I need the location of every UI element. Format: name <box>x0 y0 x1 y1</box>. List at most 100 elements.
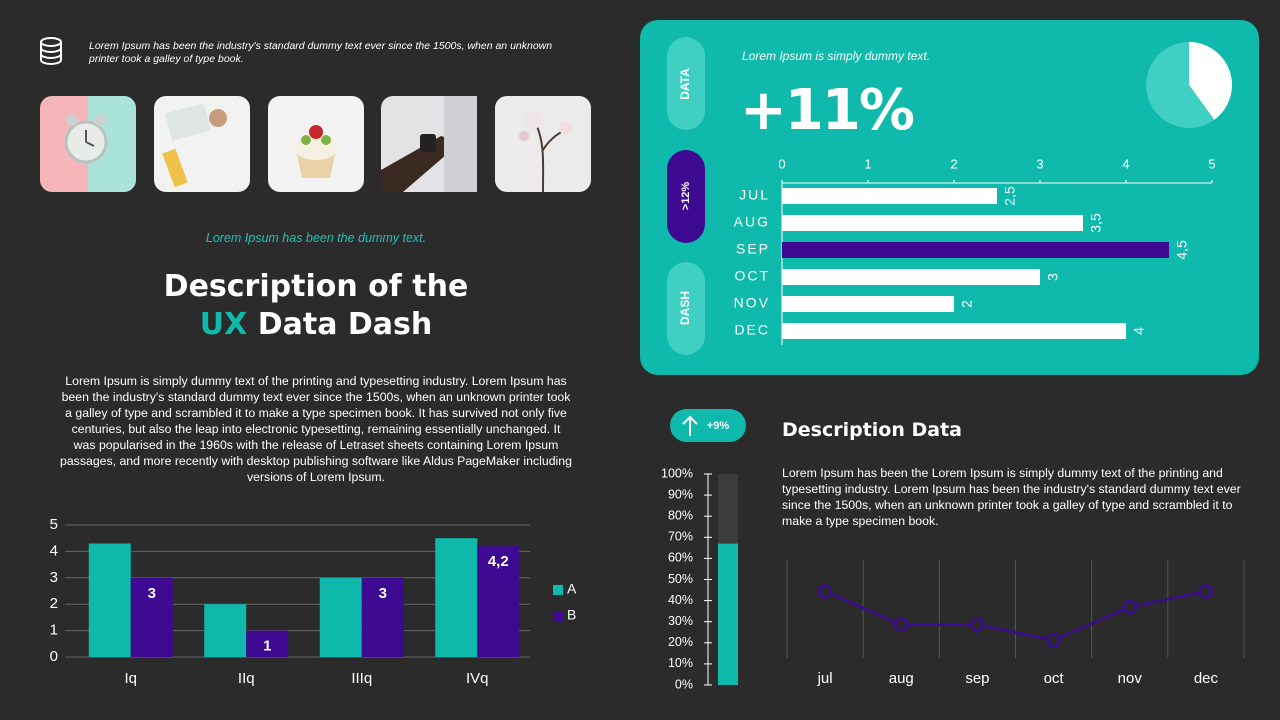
description-body: Lorem Ipsum has been the Lorem Ipsum is … <box>782 466 1241 528</box>
y-tick-label: 100% <box>661 466 693 480</box>
x-tick-label: jul <box>817 670 833 687</box>
line-series <box>824 590 1207 642</box>
legend-label: A <box>567 581 577 597</box>
database-icon <box>40 37 62 66</box>
bar <box>319 577 362 657</box>
y-tick-label: 4 <box>50 542 58 559</box>
tagline: Lorem Ipsum has been the dummy text. <box>205 231 427 245</box>
x-tick-label: sep <box>965 670 989 687</box>
y-tick-label: 10% <box>668 656 693 670</box>
data-label: 4,5 <box>1174 240 1190 260</box>
x-tick-label: oct <box>1044 670 1065 687</box>
data-label: 4,2 <box>488 553 509 570</box>
y-tick-label: 50% <box>668 572 693 586</box>
y-tick-label: 5 <box>50 516 58 533</box>
tab-dash[interactable] <box>667 262 705 355</box>
y-tick-label: 60% <box>668 551 693 565</box>
kpi-value: +11% <box>740 78 915 143</box>
legend-swatch <box>553 611 563 621</box>
line-marker <box>1046 633 1061 648</box>
y-tick-label: 1 <box>50 622 58 639</box>
line-marker <box>1198 584 1214 599</box>
y-tick-label: JUL <box>739 187 770 203</box>
line-marker <box>894 617 909 632</box>
title: Description of the UX Data Dash <box>40 268 592 344</box>
bar <box>130 577 173 657</box>
x-tick-label: dec <box>1194 670 1219 687</box>
tab-label: >12% <box>680 182 692 211</box>
data-label: 3 <box>1045 273 1061 281</box>
data-label: 1 <box>263 638 271 655</box>
title-line: UX Data Dash <box>40 306 592 344</box>
badge-text: +9% <box>707 420 730 432</box>
image-tiles <box>40 96 591 193</box>
y-tick-label: 0 <box>50 648 58 665</box>
legend-label: B <box>567 607 576 623</box>
bar <box>435 538 478 657</box>
bar <box>361 577 404 657</box>
y-tick-label: 40% <box>668 593 693 607</box>
y-tick-label: 30% <box>668 614 693 628</box>
bar <box>782 323 1126 339</box>
pie-slice <box>1146 42 1215 128</box>
y-tick-label: OCT <box>734 268 770 284</box>
bar <box>477 546 520 657</box>
y-tick-label: 3 <box>50 569 58 586</box>
x-tick-label: IIq <box>238 670 255 687</box>
bar <box>782 269 1040 285</box>
tab-data[interactable] <box>667 37 705 130</box>
y-tick-label: DEC <box>734 322 770 338</box>
title-highlight: UX <box>199 307 248 342</box>
x-tick-label: 5 <box>1208 156 1215 171</box>
x-tick-label: nov <box>1118 670 1143 687</box>
y-tick-label: AUG <box>734 214 770 230</box>
header-text: Lorem Ipsum has been the industry's stan… <box>89 40 553 65</box>
y-tick-label: 0% <box>675 677 693 691</box>
x-tick-label: IVq <box>466 670 489 687</box>
data-label: 2 <box>959 300 975 308</box>
bar <box>88 543 131 657</box>
arrow-up-icon <box>682 415 698 436</box>
x-tick-label: aug <box>889 670 914 687</box>
kpi-caption: Lorem Ipsum is simply dummy text. <box>742 49 931 63</box>
x-tick-label: 1 <box>864 156 871 171</box>
pie-slice <box>1189 42 1233 120</box>
data-label: 3,5 <box>1088 213 1104 233</box>
x-tick-label: Iq <box>124 670 137 687</box>
progress-fill <box>718 543 738 685</box>
x-tick-label: 2 <box>950 156 957 171</box>
bar <box>782 242 1169 258</box>
x-tick-label: 4 <box>1122 156 1129 171</box>
y-tick-label: 90% <box>668 487 693 501</box>
x-tick-label: 0 <box>778 156 785 171</box>
line-marker <box>1122 599 1137 615</box>
tab-percent[interactable] <box>667 150 705 243</box>
data-label: 2,5 <box>1002 186 1018 206</box>
x-tick-label: 3 <box>1036 156 1043 171</box>
y-tick-label: SEP <box>736 241 770 257</box>
data-label: 3 <box>148 585 156 602</box>
line-marker <box>970 617 985 632</box>
title-rest: Data Dash <box>257 307 433 342</box>
y-tick-label: 70% <box>668 530 693 544</box>
x-tick-label: IIIq <box>351 670 372 687</box>
y-tick-label: 2 <box>50 595 58 612</box>
bar <box>782 296 954 312</box>
y-tick-label: 80% <box>668 508 693 522</box>
data-label: 3 <box>379 585 387 602</box>
description-title: Description Data <box>782 419 962 441</box>
tab-label: DATA <box>678 68 692 100</box>
bar <box>782 215 1083 231</box>
intro-body: Lorem Ipsum is simply dummy text of the … <box>60 374 572 484</box>
bar <box>782 188 997 204</box>
legend-swatch <box>553 585 563 595</box>
tab-label: DASH <box>678 291 692 325</box>
line-marker <box>817 584 833 599</box>
y-tick-label: NOV <box>734 295 770 311</box>
y-tick-label: 20% <box>668 635 693 649</box>
bar <box>204 604 247 657</box>
title-line: Description of the <box>163 269 469 304</box>
bar <box>246 630 289 657</box>
